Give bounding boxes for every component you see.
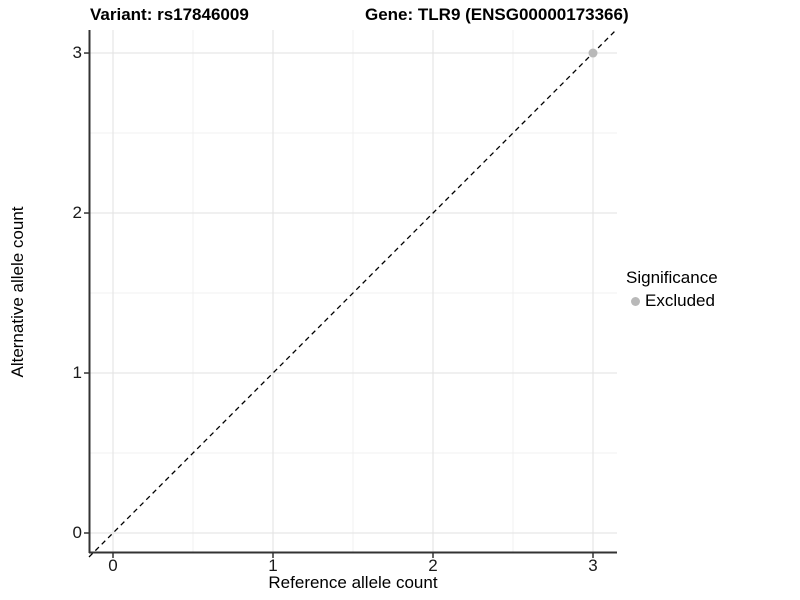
- legend-entry-label: Excluded: [645, 291, 715, 310]
- y-tick-label: 0: [72, 523, 82, 542]
- legend-title: Significance: [626, 268, 718, 287]
- y-tick-label: 1: [72, 363, 82, 382]
- y-tick-label: 3: [72, 43, 82, 63]
- chart-title-variant: Variant: rs17846009: [90, 5, 249, 24]
- x-tick-label: 2: [428, 556, 438, 575]
- x-tick-label: 0: [108, 556, 118, 575]
- legend-entry-excluded: Excluded: [626, 291, 718, 311]
- y-axis-title: Alternative allele count: [8, 205, 27, 378]
- y-axis-title-wrap: Alternative allele count: [2, 30, 34, 553]
- data-point: [588, 48, 598, 58]
- x-tick-label: 3: [588, 556, 598, 575]
- x-axis-title: Reference allele count: [268, 573, 438, 592]
- legend: Significance Excluded: [626, 268, 718, 311]
- legend-key-dot-icon: [631, 296, 640, 306]
- identity-line: [88, 28, 618, 558]
- plot-panel: [84, 28, 618, 558]
- y-tick-label: 2: [72, 203, 82, 223]
- chart-title-gene: Gene: TLR9 (ENSG00000173366): [365, 5, 629, 24]
- x-tick-label: 1: [268, 556, 278, 575]
